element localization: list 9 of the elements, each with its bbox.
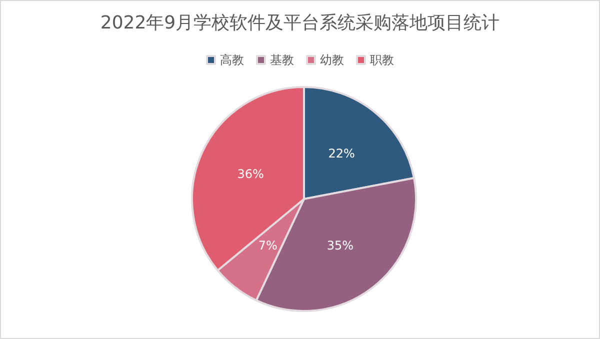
legend-label: 基教 [270, 53, 294, 67]
chart-title: 2022年9月学校软件及平台系统采购落地项目统计 [100, 12, 500, 34]
data-label: 7% [258, 238, 278, 253]
data-label: 35% [326, 238, 354, 253]
legend-label: 幼教 [320, 53, 344, 67]
data-label: 22% [328, 146, 355, 161]
legend-label: 高教 [220, 53, 244, 67]
legend-label: 职教 [370, 53, 394, 67]
data-label: 36% [237, 166, 264, 181]
